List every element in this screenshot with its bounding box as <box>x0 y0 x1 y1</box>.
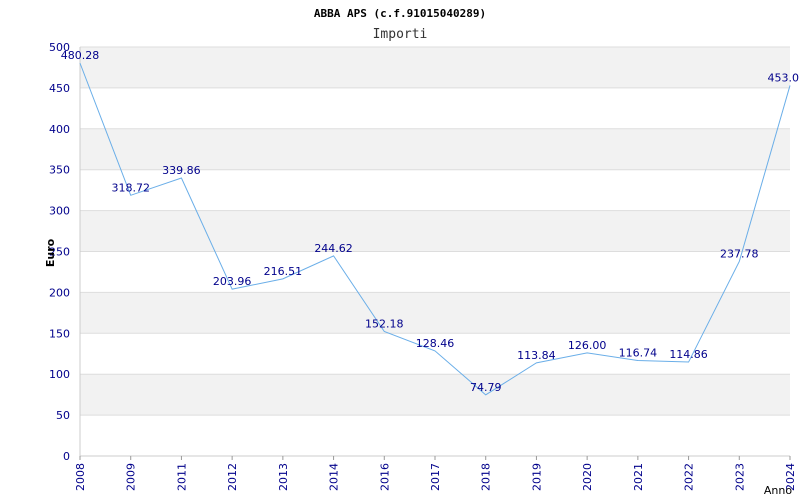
x-tick-label: 2020 <box>581 463 594 491</box>
data-label: 216.51 <box>264 265 303 278</box>
data-label: 244.62 <box>314 242 353 255</box>
data-label: 126.00 <box>568 339 607 352</box>
x-tick-label: 2014 <box>328 463 341 491</box>
x-tick-label: 2016 <box>378 463 391 491</box>
background-bands <box>80 47 790 416</box>
y-axis-label: Euro <box>44 238 57 267</box>
grid-band <box>80 374 790 416</box>
y-tick-label: 50 <box>56 409 70 422</box>
x-tick-label: 2022 <box>683 463 696 491</box>
y-tick-label: 500 <box>49 41 70 54</box>
data-label: 74.79 <box>470 381 502 394</box>
gridlines <box>80 46 790 457</box>
x-tick-label: 2018 <box>480 463 493 491</box>
data-label: 116.74 <box>619 347 658 360</box>
x-tick-label: 2012 <box>226 463 239 491</box>
grid-band <box>80 210 790 252</box>
x-tick-label: 2013 <box>277 463 290 491</box>
y-tick-label: 150 <box>49 327 70 340</box>
data-labels: 480.28 318.72 339.86 203.96 216.51 244.62 152.… <box>61 49 799 394</box>
data-label: 339.86 <box>162 164 201 177</box>
grid-band <box>80 292 790 334</box>
y-tick-label: 350 <box>49 164 70 177</box>
y-tick-labels: 0 50 100 150 200 250 300 350 400 450 500 <box>49 41 70 463</box>
x-tick-label: 2009 <box>125 463 138 491</box>
data-label: 318.72 <box>111 181 150 194</box>
data-label: 453.0 <box>768 71 800 84</box>
series-line <box>79 62 791 396</box>
y-tick-label: 300 <box>49 205 70 218</box>
grid-band <box>80 128 790 170</box>
data-label: 480.28 <box>61 49 100 62</box>
x-tick-label: 2023 <box>733 463 746 491</box>
grid-band <box>80 47 790 88</box>
data-label: 237.78 <box>720 247 759 260</box>
x-axis-label: Anno <box>764 484 792 497</box>
x-tick-label: 2017 <box>429 463 442 491</box>
x-tick-label: 2011 <box>175 463 188 491</box>
data-label: 203.96 <box>213 275 252 288</box>
y-tick-label: 400 <box>49 123 70 136</box>
data-label: 113.84 <box>517 349 556 362</box>
y-tick-label: 250 <box>49 246 70 259</box>
chart-subtitle: Importi <box>373 27 428 42</box>
x-tick-label: 2024 <box>784 463 797 491</box>
data-label: 128.46 <box>416 337 455 350</box>
x-tick-label: 2021 <box>632 463 645 491</box>
y-tick-label: 0 <box>63 450 70 463</box>
data-label: 152.18 <box>365 318 404 331</box>
x-tick-labels: 2008 2009 2011 2012 2013 2014 2016 2017 2018 2019… <box>74 456 797 491</box>
y-tick-label: 450 <box>49 82 70 95</box>
x-tick-label: 2019 <box>530 463 543 491</box>
chart-title: ABBA APS (c.f.91015040289) <box>314 7 486 20</box>
y-tick-label: 100 <box>49 368 70 381</box>
y-tick-label: 200 <box>49 286 70 299</box>
x-tick-label: 2008 <box>74 463 87 491</box>
data-label: 114.86 <box>669 348 708 361</box>
